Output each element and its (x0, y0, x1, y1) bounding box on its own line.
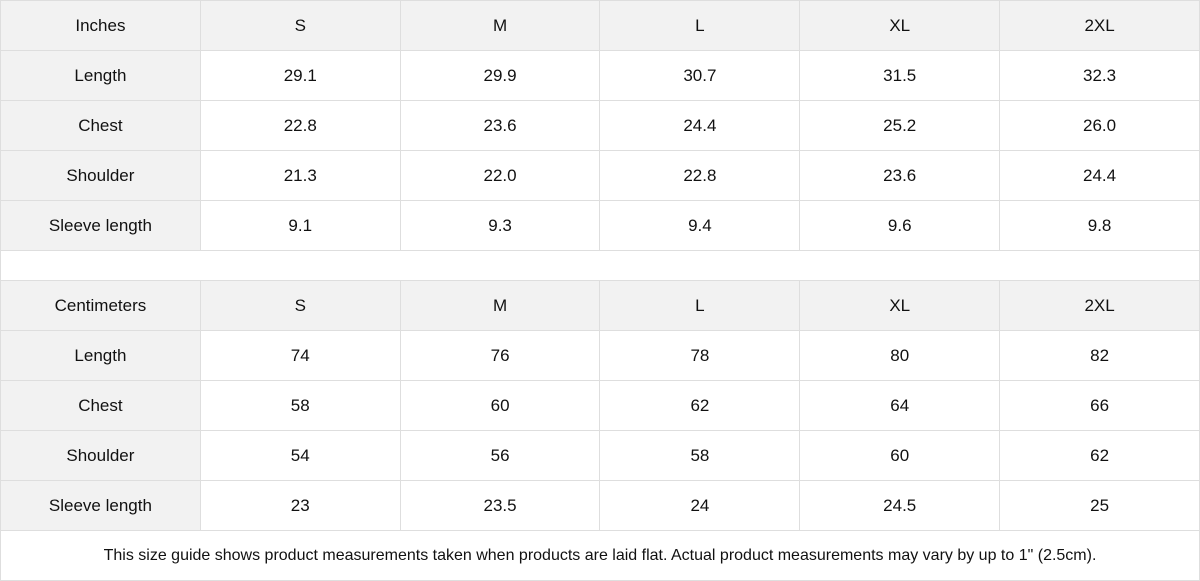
value-cell: 56 (399, 430, 601, 481)
value-cell: 29.1 (199, 50, 401, 101)
value-cell: 21.3 (199, 150, 401, 201)
table-row: Sleeve length 9.1 9.3 9.4 9.6 9.8 (0, 200, 1200, 251)
table-row: Sleeve length 23 23.5 24 24.5 25 (0, 480, 1200, 531)
value-cell: 32.3 (999, 50, 1200, 101)
value-cell: 22.8 (199, 100, 401, 151)
table-row: Chest 58 60 62 64 66 (0, 380, 1200, 431)
row-label: Chest (0, 100, 201, 151)
value-cell: 30.7 (599, 50, 801, 101)
header-row: Inches S M L XL 2XL (0, 0, 1200, 51)
value-cell: 24.4 (999, 150, 1200, 201)
table-row: Shoulder 21.3 22.0 22.8 23.6 24.4 (0, 150, 1200, 201)
value-cell: 25.2 (799, 100, 1001, 151)
value-cell: 62 (999, 430, 1200, 481)
value-cell: 54 (199, 430, 401, 481)
table-row: Chest 22.8 23.6 24.4 25.2 26.0 (0, 100, 1200, 151)
table-row: Length 74 76 78 80 82 (0, 330, 1200, 381)
size-note: This size guide shows product measuremen… (0, 530, 1200, 581)
value-cell: 80 (799, 330, 1001, 381)
header-row: Centimeters S M L XL 2XL (0, 280, 1200, 331)
value-cell: 9.3 (399, 200, 601, 251)
value-cell: 29.9 (399, 50, 601, 101)
value-cell: 23.6 (399, 100, 601, 151)
value-cell: 60 (399, 380, 601, 431)
size-header: M (399, 280, 601, 331)
unit-header: Inches (0, 0, 201, 51)
value-cell: 9.8 (999, 200, 1200, 251)
value-cell: 22.0 (399, 150, 601, 201)
value-cell: 76 (399, 330, 601, 381)
value-cell: 62 (599, 380, 801, 431)
value-cell: 74 (199, 330, 401, 381)
value-cell: 22.8 (599, 150, 801, 201)
row-label: Sleeve length (0, 200, 201, 251)
value-cell: 9.6 (799, 200, 1001, 251)
value-cell: 58 (199, 380, 401, 431)
value-cell: 24.5 (799, 480, 1001, 531)
row-label: Length (0, 330, 201, 381)
size-header: L (599, 0, 801, 51)
size-header: S (199, 280, 401, 331)
size-header: S (199, 0, 401, 51)
row-label: Length (0, 50, 201, 101)
value-cell: 24 (599, 480, 801, 531)
value-cell: 58 (599, 430, 801, 481)
value-cell: 82 (999, 330, 1200, 381)
size-header: M (399, 0, 601, 51)
value-cell: 25 (999, 480, 1200, 531)
table-row: Length 29.1 29.9 30.7 31.5 32.3 (0, 50, 1200, 101)
value-cell: 64 (799, 380, 1001, 431)
value-cell: 60 (799, 430, 1001, 481)
value-cell: 24.4 (599, 100, 801, 151)
row-label: Sleeve length (0, 480, 201, 531)
value-cell: 78 (599, 330, 801, 381)
row-label: Chest (0, 380, 201, 431)
value-cell: 23.5 (399, 480, 601, 531)
value-cell: 9.1 (199, 200, 401, 251)
row-label: Shoulder (0, 430, 201, 481)
unit-header: Centimeters (0, 280, 201, 331)
value-cell: 66 (999, 380, 1200, 431)
spacer-cell (0, 250, 1200, 281)
value-cell: 9.4 (599, 200, 801, 251)
note-row: This size guide shows product measuremen… (0, 530, 1200, 581)
value-cell: 23.6 (799, 150, 1001, 201)
size-header: XL (799, 0, 1001, 51)
size-header: 2XL (999, 0, 1200, 51)
value-cell: 23 (199, 480, 401, 531)
table-spacer (0, 250, 1200, 281)
size-header: L (599, 280, 801, 331)
value-cell: 26.0 (999, 100, 1200, 151)
size-header: XL (799, 280, 1001, 331)
value-cell: 31.5 (799, 50, 1001, 101)
size-header: 2XL (999, 280, 1200, 331)
table-row: Shoulder 54 56 58 60 62 (0, 430, 1200, 481)
row-label: Shoulder (0, 150, 201, 201)
